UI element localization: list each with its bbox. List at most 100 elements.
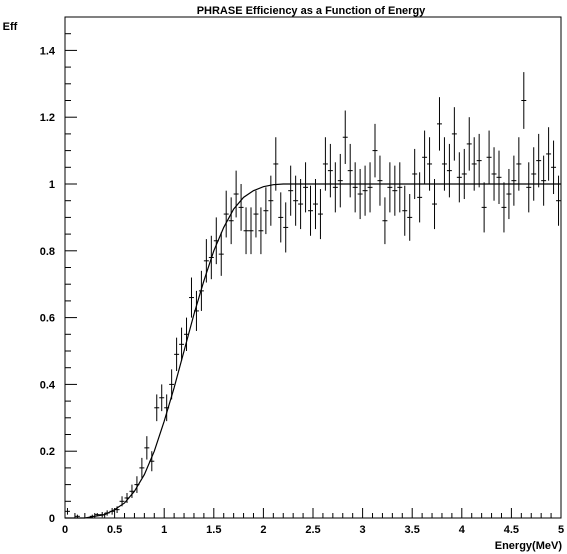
data-point	[129, 484, 135, 498]
y-tick-label: 1.4	[40, 45, 56, 57]
x-tick-label: 1.5	[206, 524, 221, 536]
data-point	[303, 162, 309, 213]
fit-curve	[65, 183, 561, 519]
data-point	[238, 184, 244, 231]
y-axis: 0 0.2 0.4 0.6 0.8 1 1.2 1.4	[40, 16, 77, 525]
data-point	[372, 123, 378, 178]
y-tick-label: 0	[49, 513, 55, 525]
data-point	[228, 197, 234, 245]
data-point	[481, 182, 487, 233]
data-point	[203, 239, 209, 283]
data-point	[357, 168, 363, 220]
data-point	[397, 162, 403, 213]
data-point	[159, 384, 165, 412]
data-point	[451, 107, 457, 161]
data-point	[422, 130, 428, 184]
chart-title: PHRASE Efficiency as a Function of Energ…	[197, 5, 426, 17]
data-point	[283, 202, 289, 253]
y-tick-label: 0.4	[40, 379, 56, 391]
data-point	[377, 155, 383, 206]
data-point	[154, 394, 160, 422]
x-tick-label: 2	[260, 524, 266, 536]
data-point	[556, 175, 561, 226]
data-point	[65, 507, 70, 515]
data-point	[476, 133, 482, 188]
y-axis-label: Eff	[3, 21, 18, 33]
x-tick-label: 4.5	[504, 524, 519, 536]
data-point	[288, 165, 294, 216]
data-point	[536, 133, 542, 188]
data-point	[337, 153, 343, 208]
y-tick-label: 1	[49, 179, 55, 191]
data-point	[233, 170, 239, 218]
data-point	[189, 277, 194, 318]
data-point	[317, 189, 323, 240]
data-point	[516, 137, 522, 191]
x-tick-label: 0.5	[107, 524, 122, 536]
data-point	[407, 194, 413, 241]
data-point	[179, 327, 185, 362]
data-point	[382, 197, 388, 245]
data-point	[491, 147, 497, 201]
data-point	[347, 143, 353, 198]
y-tick-label: 0.6	[40, 313, 55, 325]
data-point	[322, 137, 328, 191]
x-tick-label: 3.5	[405, 524, 420, 536]
data-point	[456, 152, 462, 203]
data-point	[511, 155, 517, 206]
data-point	[174, 337, 180, 372]
data-point	[387, 162, 393, 213]
x-axis: 0 0.5 1 1.5 2 2.5 3 3.5 4 4.5 5	[62, 508, 564, 536]
data-point	[441, 137, 447, 191]
data-point	[551, 140, 557, 195]
data-point	[367, 162, 373, 213]
y-tick-label: 0.2	[40, 446, 55, 458]
data-point	[248, 207, 254, 255]
data-point	[342, 110, 348, 164]
data-point	[352, 162, 358, 213]
data-point	[392, 165, 398, 216]
data-point	[278, 192, 284, 243]
data-point	[263, 187, 269, 235]
data-point	[253, 190, 259, 238]
data-point	[461, 148, 467, 200]
x-tick-label: 3	[360, 524, 366, 536]
plot-frame	[64, 16, 562, 519]
data-point	[258, 207, 264, 255]
data-point	[496, 150, 502, 205]
x-tick-label: 2.5	[305, 524, 320, 536]
data-point	[546, 127, 552, 181]
data-point	[417, 172, 423, 223]
data-point	[362, 165, 368, 216]
data-point	[273, 137, 279, 191]
x-tick-label: 0	[62, 524, 68, 536]
data-point	[531, 147, 537, 201]
data-point	[313, 178, 318, 230]
data-point	[541, 155, 547, 206]
data-point	[327, 143, 333, 198]
data-point	[332, 162, 338, 213]
data-point	[501, 182, 507, 233]
x-tick-label: 4	[459, 524, 466, 536]
data-point	[293, 175, 299, 226]
data-point	[432, 178, 437, 230]
data-point	[243, 207, 249, 255]
x-tick-label: 1	[161, 524, 167, 536]
x-tick-label: 5	[558, 524, 564, 536]
data-point	[139, 457, 145, 478]
x-axis-label: Energy(MeV)	[495, 540, 563, 552]
data-point	[412, 148, 418, 200]
data-point	[218, 232, 224, 276]
data-point	[427, 137, 433, 191]
data-point	[506, 168, 512, 220]
data-point	[486, 130, 492, 184]
data-points	[65, 72, 561, 519]
y-tick-label: 1.2	[40, 112, 55, 124]
data-point	[298, 178, 304, 230]
data-point	[308, 185, 313, 236]
data-point	[144, 436, 150, 460]
y-tick-label: 0.8	[40, 246, 55, 258]
data-point	[223, 190, 229, 238]
data-point	[471, 137, 477, 191]
